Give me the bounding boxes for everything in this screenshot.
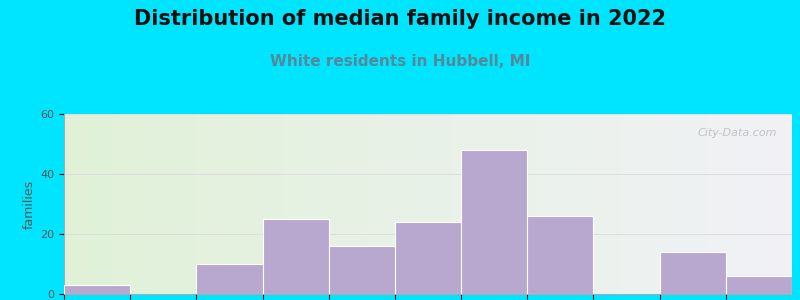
Bar (64, 285, 130, 294)
Bar (329, 246, 395, 294)
Text: City-Data.com: City-Data.com (698, 128, 778, 138)
Text: Distribution of median family income in 2022: Distribution of median family income in … (134, 9, 666, 29)
Y-axis label: families: families (23, 179, 36, 229)
Bar (527, 216, 594, 294)
Bar (196, 264, 262, 294)
Text: White residents in Hubbell, MI: White residents in Hubbell, MI (270, 54, 530, 69)
Bar (726, 276, 792, 294)
Bar (461, 150, 527, 294)
Bar (660, 252, 726, 294)
Bar (262, 219, 329, 294)
Bar (395, 222, 461, 294)
